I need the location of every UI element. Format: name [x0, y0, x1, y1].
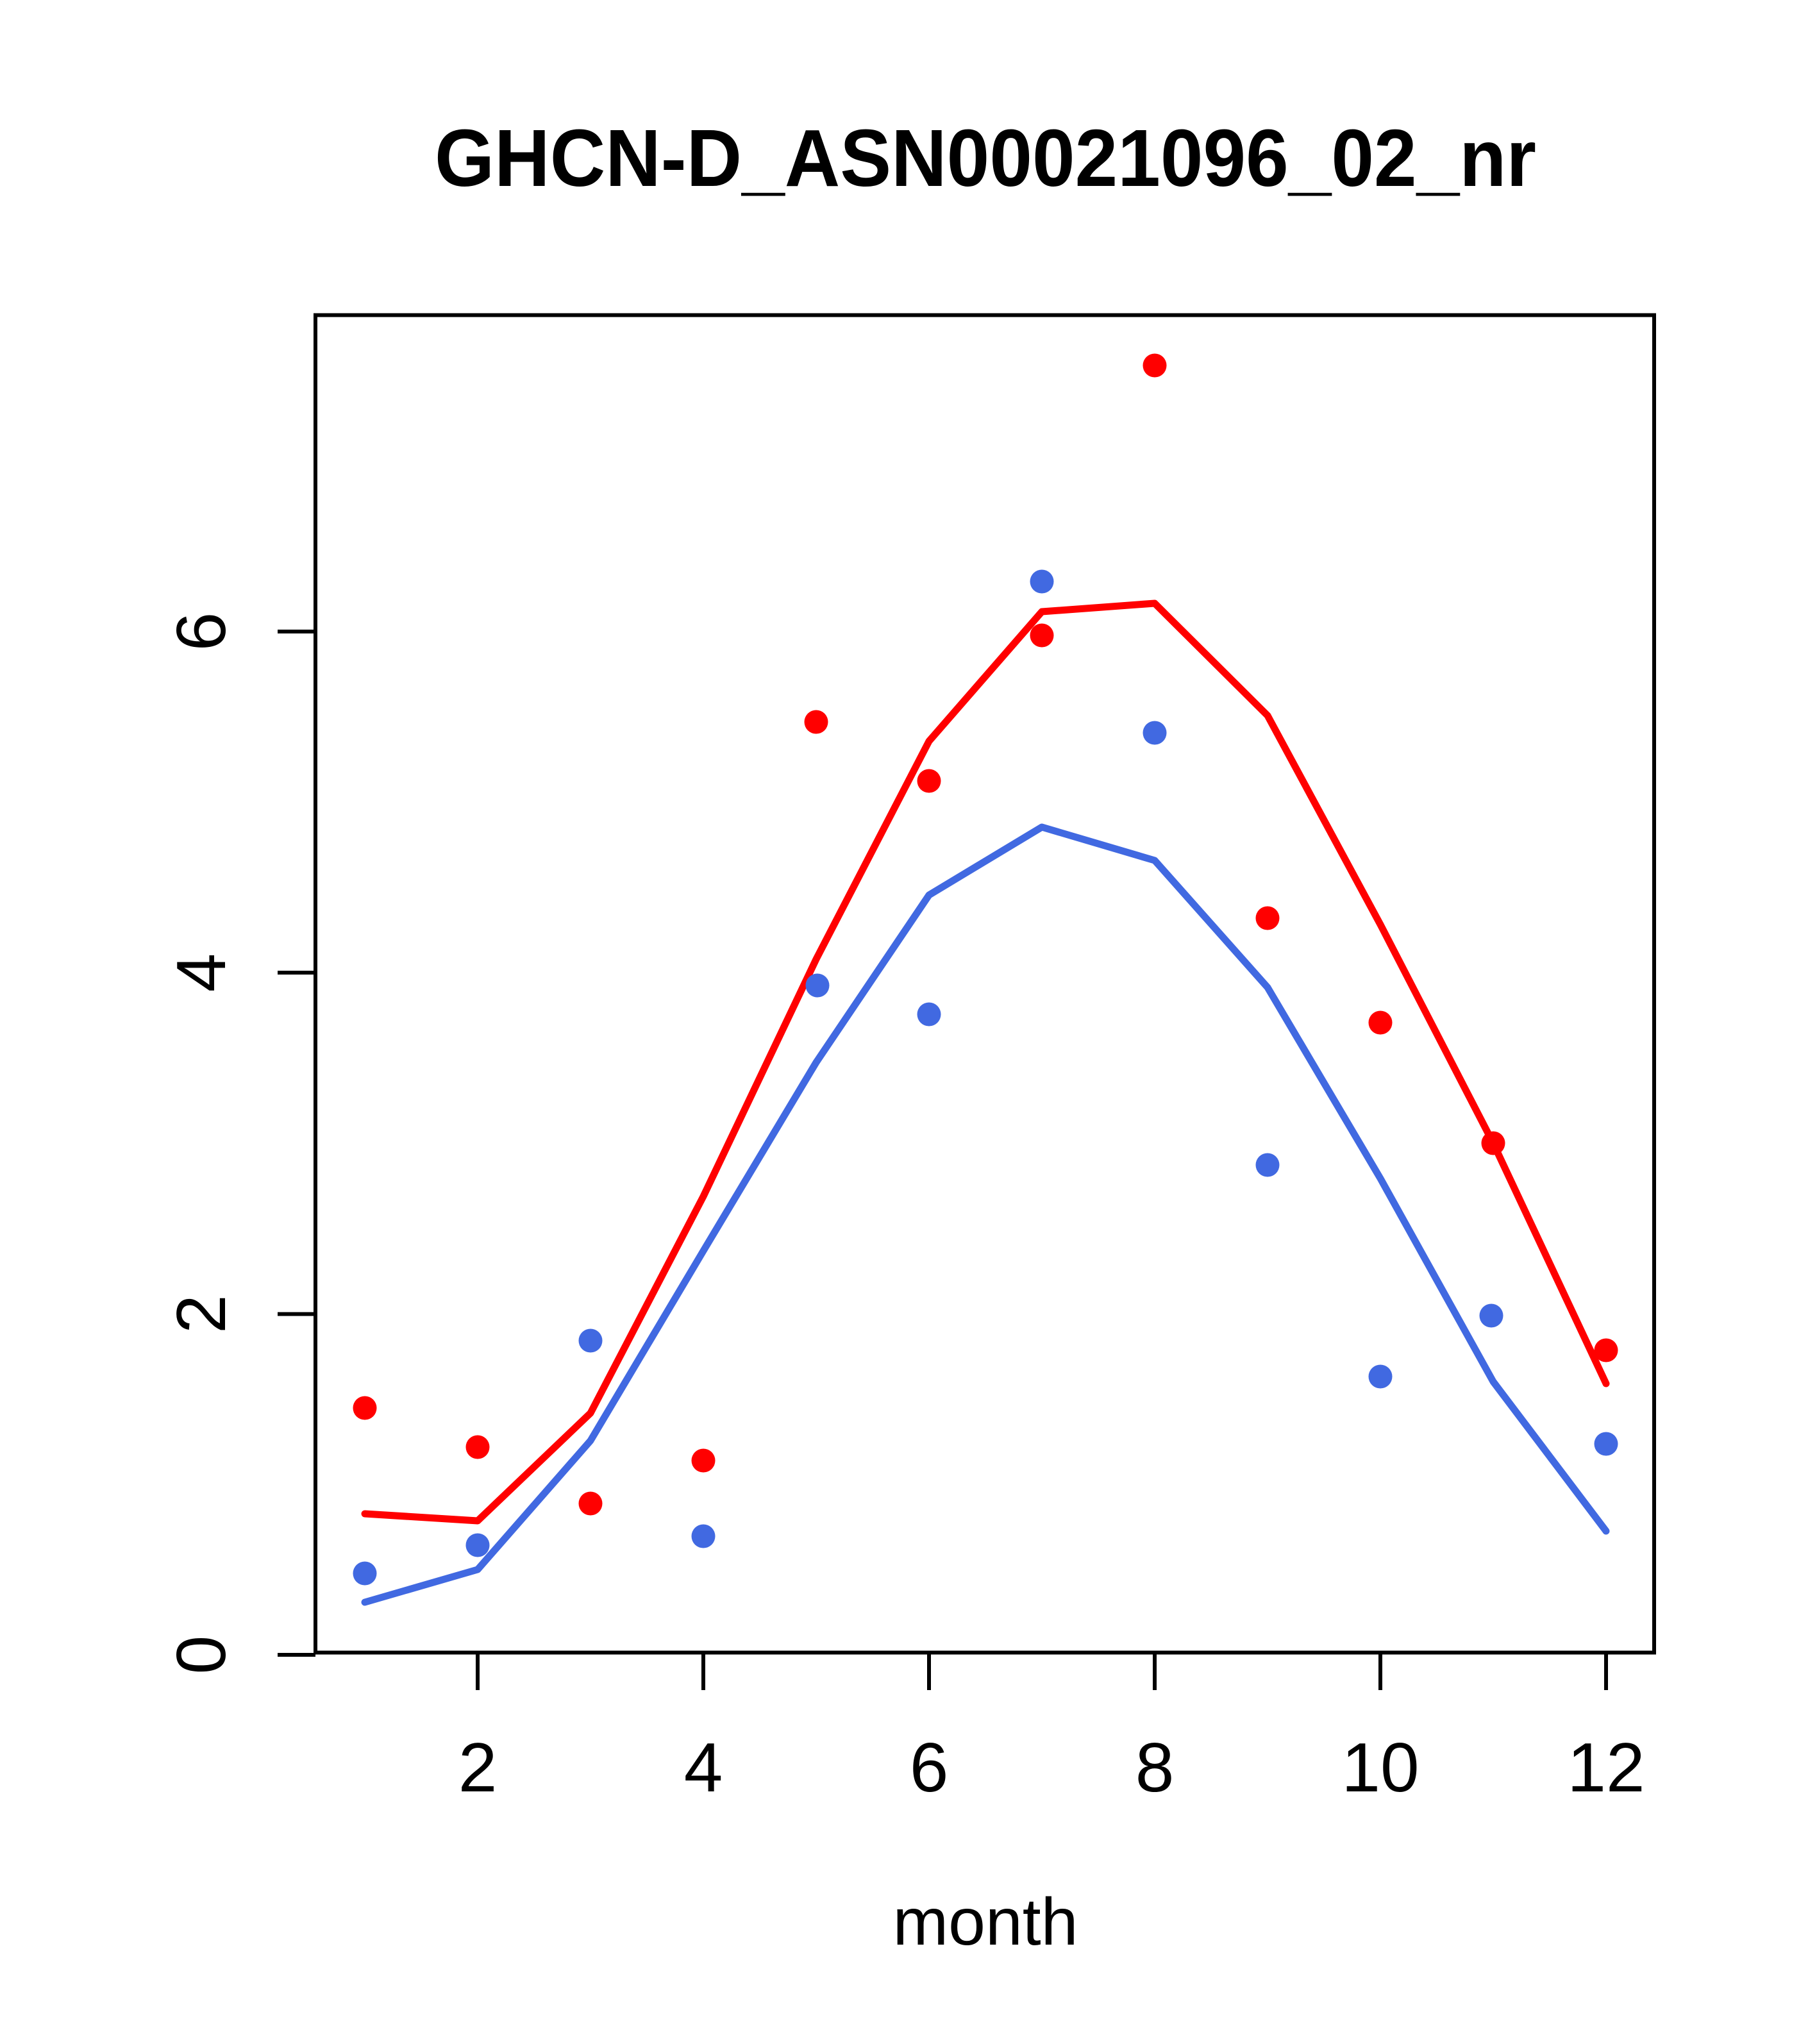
svg-text:6: 6: [910, 1729, 949, 1807]
svg-text:month: month: [892, 1885, 1078, 1959]
svg-text:2: 2: [458, 1729, 498, 1807]
svg-text:GHCN-D_ASN00021096_02_nr: GHCN-D_ASN00021096_02_nr: [435, 113, 1536, 203]
svg-text:10: 10: [1341, 1729, 1419, 1807]
svg-text:4: 4: [684, 1729, 723, 1807]
svg-text:4: 4: [162, 953, 240, 993]
svg-text:2: 2: [162, 1294, 240, 1334]
svg-text:8: 8: [1135, 1729, 1175, 1807]
svg-text:12: 12: [1567, 1729, 1645, 1807]
svg-text:0: 0: [162, 1636, 240, 1675]
svg-text:6: 6: [162, 612, 240, 651]
